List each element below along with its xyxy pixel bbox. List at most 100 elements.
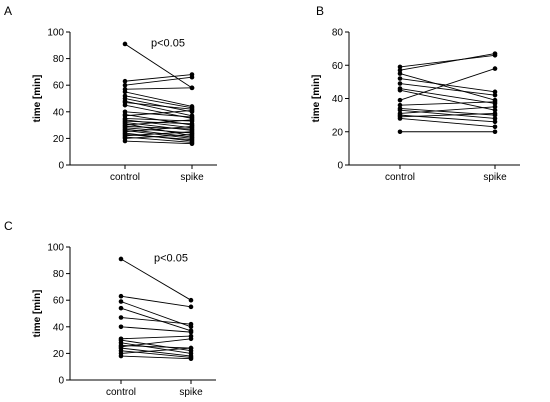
control-point xyxy=(118,256,124,262)
pair-line xyxy=(399,101,496,106)
panel-c: C 0 20 40 60 80 100 control spike time [min] p<0.0… xyxy=(4,219,216,398)
pair-line xyxy=(120,317,192,325)
pair-line xyxy=(124,110,193,117)
spike-point xyxy=(492,92,498,98)
spike-point xyxy=(189,124,195,129)
pair-line xyxy=(124,102,193,110)
control-point xyxy=(118,293,124,299)
y-tick-label: 0 xyxy=(337,161,343,172)
x-tick-label-control: control xyxy=(106,387,136,398)
spike-point xyxy=(492,104,498,110)
control-point xyxy=(122,138,128,144)
pair-line xyxy=(120,338,192,348)
y-tick-label: 0 xyxy=(58,161,64,172)
spike-point xyxy=(189,132,195,137)
pair-line xyxy=(120,350,192,358)
pair-line xyxy=(124,91,193,107)
spike-point xyxy=(188,321,194,327)
spike-point xyxy=(492,89,498,95)
y-tick-label: 80 xyxy=(53,269,65,280)
pair-line xyxy=(124,129,193,139)
pair-line xyxy=(120,326,192,333)
control-point xyxy=(397,76,403,81)
control-point xyxy=(118,353,124,359)
y-tick-label: 80 xyxy=(332,28,344,39)
pair-line xyxy=(399,118,496,128)
pair-line xyxy=(120,347,192,354)
pair-line xyxy=(399,78,496,93)
pair-line xyxy=(399,106,496,114)
y-tick-label: 80 xyxy=(53,54,65,65)
spike-point xyxy=(188,304,194,310)
spike-point xyxy=(189,85,195,91)
panel-label: A xyxy=(4,4,12,18)
control-point xyxy=(397,64,403,70)
pair-line xyxy=(399,89,496,111)
pair-line xyxy=(124,125,193,133)
y-tick-label: 100 xyxy=(47,28,64,39)
y-axis-title: time [min] xyxy=(311,75,322,123)
x-tick-label-control: control xyxy=(110,172,140,183)
pair-line xyxy=(124,140,193,145)
control-point xyxy=(397,102,403,108)
pair-line xyxy=(120,342,192,354)
pair-line xyxy=(399,73,496,101)
control-point xyxy=(397,67,403,73)
pair-line xyxy=(399,113,496,118)
y-tick-label: 100 xyxy=(47,243,64,254)
pair-line xyxy=(124,123,193,137)
pair-line xyxy=(124,119,193,126)
control-point xyxy=(118,315,124,320)
pair-line xyxy=(124,111,193,118)
spike-point xyxy=(492,111,498,116)
y-tick-label: 60 xyxy=(53,81,65,92)
spike-point xyxy=(188,336,194,342)
pair-line xyxy=(124,131,193,137)
pair-line xyxy=(124,43,193,89)
y-tick-label: 20 xyxy=(53,134,65,145)
y-tick-label: 40 xyxy=(332,94,344,105)
x-tick-label-spike: spike xyxy=(180,172,204,183)
control-point xyxy=(122,102,128,108)
spike-point xyxy=(492,116,498,121)
spike-point xyxy=(189,74,195,80)
control-point xyxy=(118,305,124,311)
pair-line xyxy=(124,74,193,82)
y-tick-label: 40 xyxy=(53,107,65,118)
pair-line xyxy=(124,98,193,113)
y-tick-label: 40 xyxy=(53,322,65,333)
spike-point xyxy=(188,297,194,303)
control-point xyxy=(397,81,403,86)
x-tick-label-spike: spike xyxy=(179,387,203,398)
pair-line xyxy=(124,87,193,90)
pair-line xyxy=(120,335,192,340)
y-tick-label: 60 xyxy=(53,296,65,307)
control-point xyxy=(397,129,403,135)
pair-line xyxy=(399,53,496,71)
control-point xyxy=(122,78,128,84)
control-point xyxy=(397,116,403,121)
spike-point xyxy=(188,329,194,335)
control-point xyxy=(397,97,403,103)
pair-line xyxy=(399,83,496,96)
pair-line xyxy=(120,355,192,360)
spike-point xyxy=(492,124,498,130)
y-tick-label: 0 xyxy=(58,376,64,387)
y-tick-label: 20 xyxy=(332,127,344,138)
pair-line xyxy=(120,258,192,301)
spike-point xyxy=(188,356,194,362)
control-point xyxy=(122,89,128,95)
spike-point xyxy=(492,51,498,56)
control-point xyxy=(118,299,124,304)
spike-point xyxy=(492,119,498,125)
panel-label: C xyxy=(4,219,13,233)
control-point xyxy=(122,82,128,88)
spike-point xyxy=(189,117,195,123)
control-point xyxy=(397,87,403,93)
control-point xyxy=(397,71,403,76)
panel-a: A 0 20 40 60 80 100 control spike time [min] p<0.0… xyxy=(4,4,217,183)
y-axis-title: time [min] xyxy=(32,75,43,123)
y-tick-label: 60 xyxy=(332,61,344,72)
pair-line xyxy=(124,125,193,130)
